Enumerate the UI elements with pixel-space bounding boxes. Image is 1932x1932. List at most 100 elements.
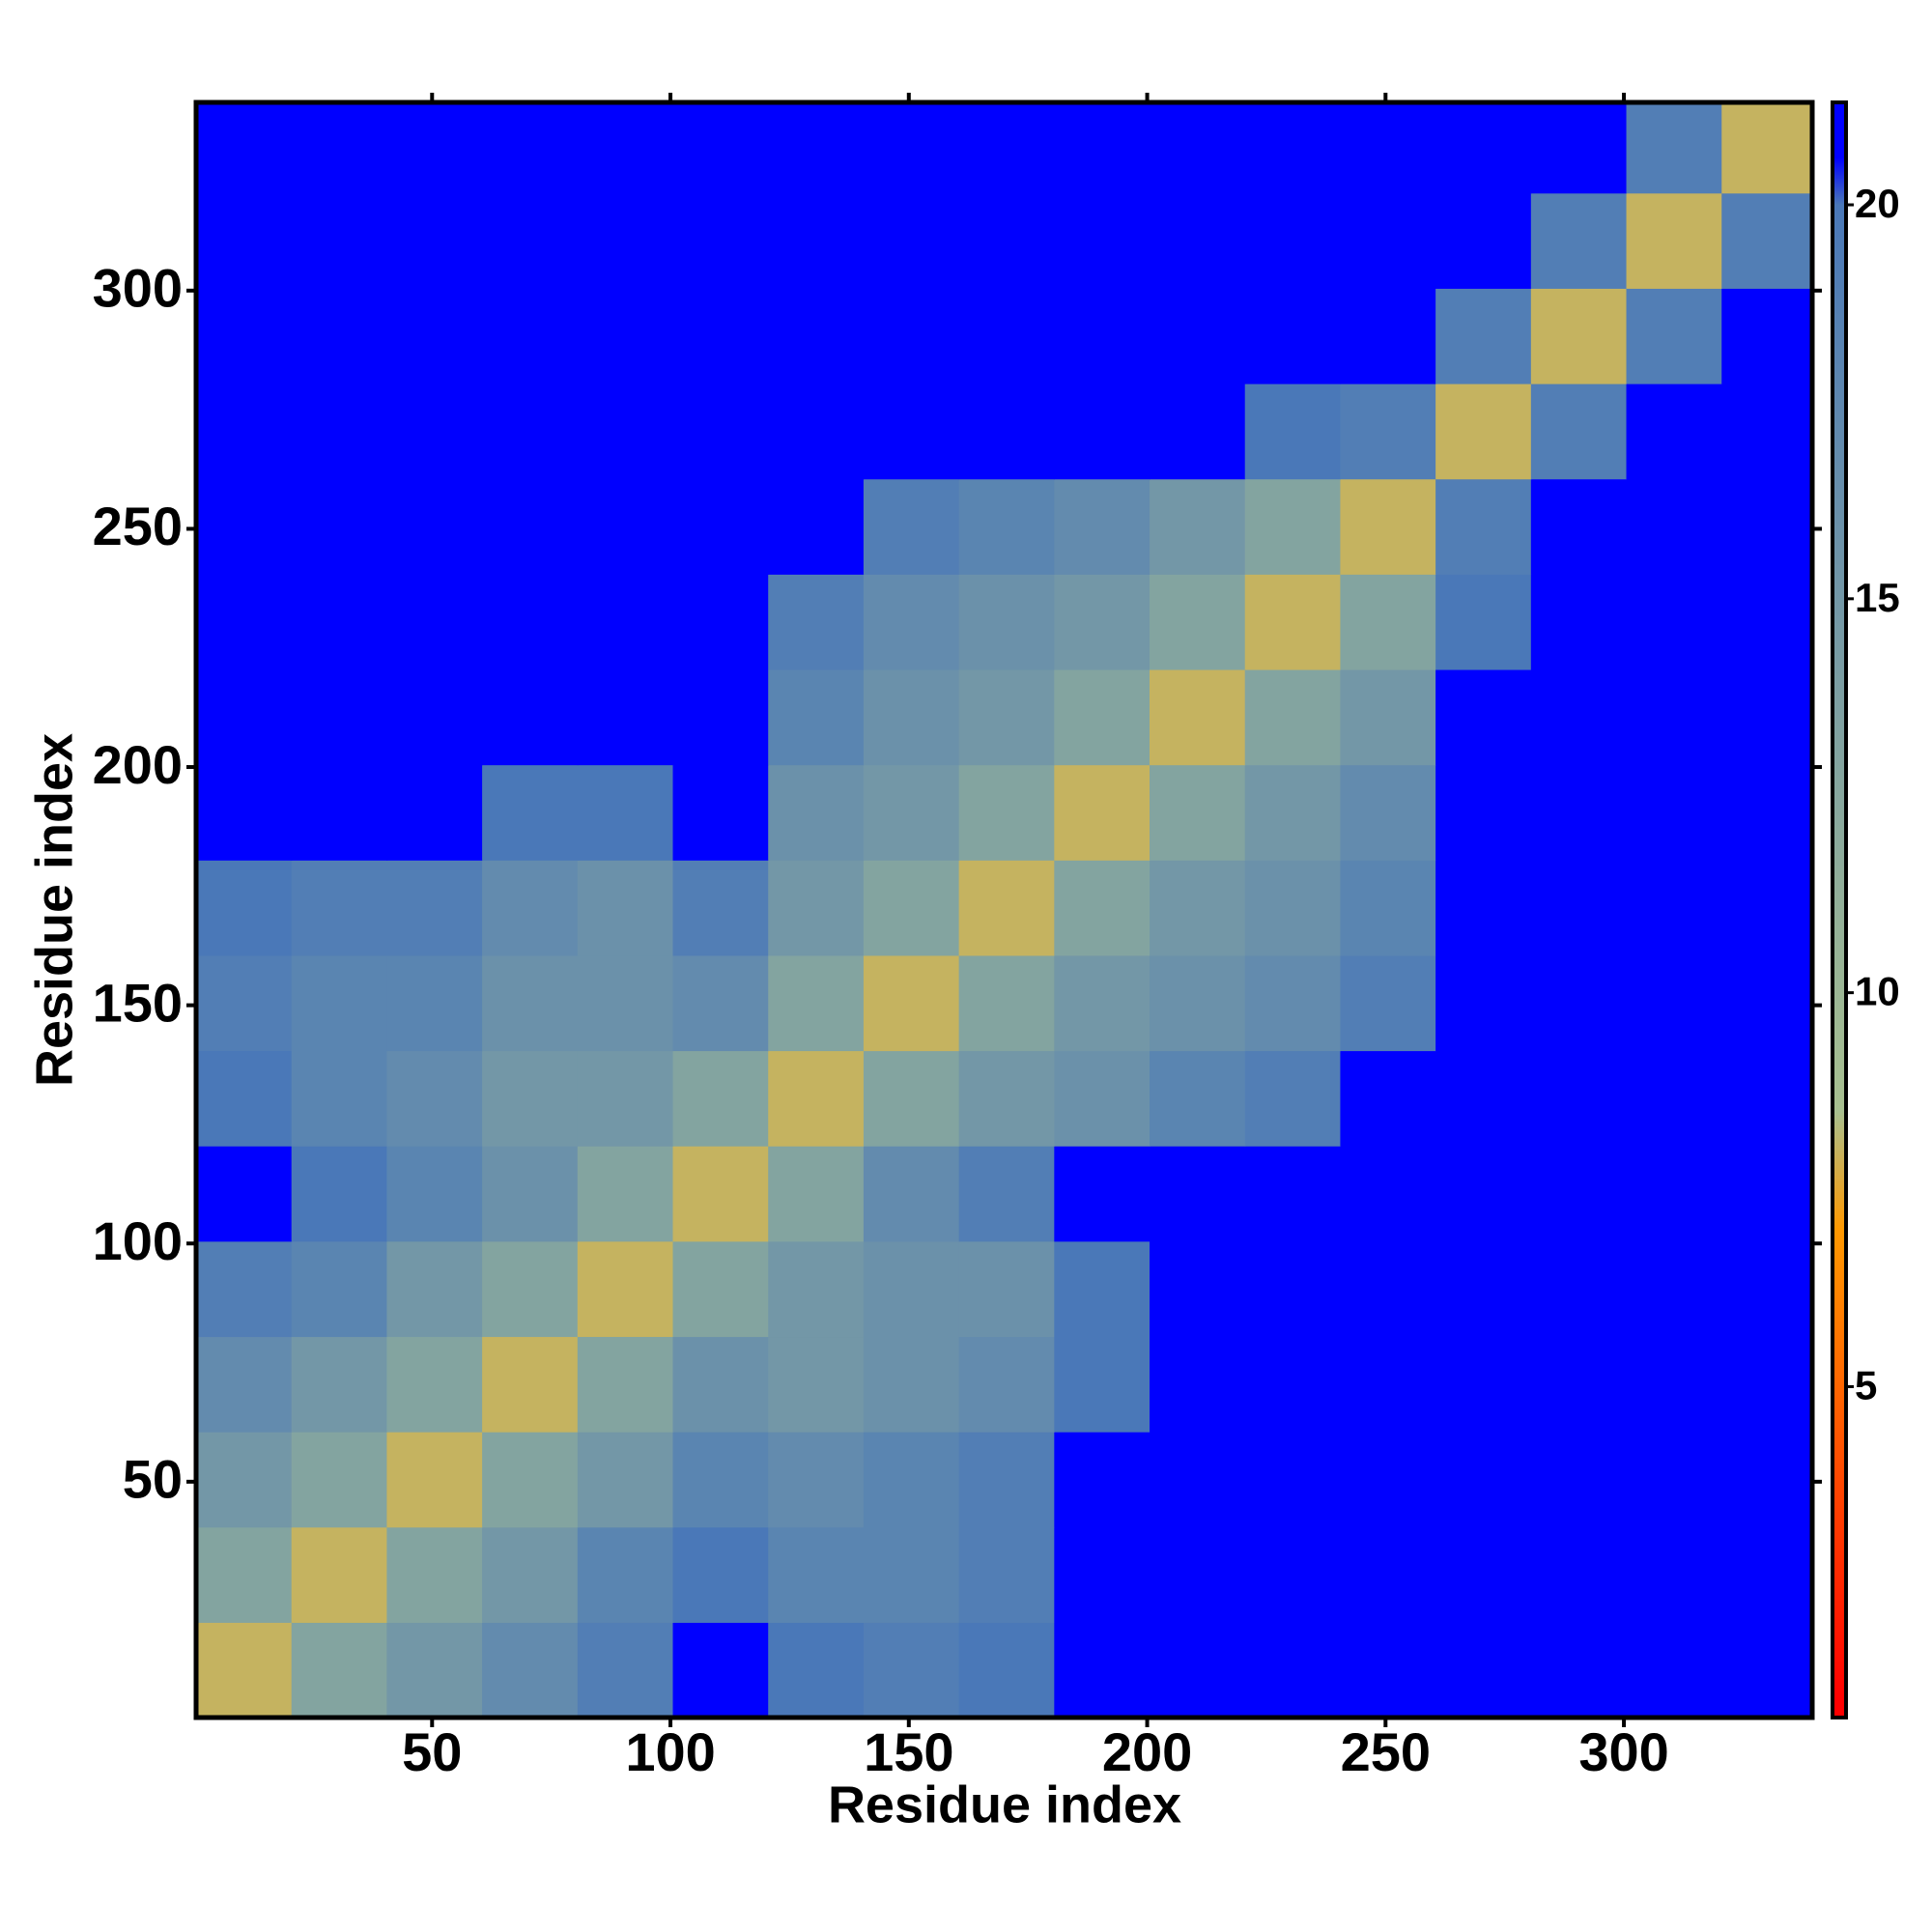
heatmap-cell	[958, 1622, 1055, 1719]
heatmap-cell	[1150, 1240, 1246, 1338]
heatmap-cell	[196, 1432, 293, 1528]
heatmap-cell	[291, 1432, 388, 1528]
heatmap-cell	[1530, 1432, 1628, 1528]
heatmap-cell	[958, 1526, 1055, 1623]
heatmap-cell	[1150, 192, 1246, 289]
heatmap-cell	[1340, 383, 1436, 480]
heatmap-cell	[1244, 1146, 1342, 1242]
heatmap-cell	[291, 288, 388, 384]
heatmap-cell	[1150, 764, 1246, 861]
heatmap-cell	[1435, 1240, 1532, 1338]
y-tick-label: 150	[93, 972, 183, 1033]
heatmap-cell	[1054, 764, 1151, 861]
heatmap-cell	[863, 383, 960, 480]
plot-frame	[193, 99, 1815, 1720]
heatmap-cell	[1626, 1526, 1722, 1623]
heatmap-cell	[386, 192, 483, 289]
heatmap-cell	[1721, 954, 1813, 1052]
x-tick-label: 200	[1102, 1721, 1192, 1782]
heatmap-cell	[1340, 478, 1436, 575]
heatmap-cell	[1244, 860, 1342, 956]
heatmap-cell	[577, 478, 674, 575]
heatmap-cell	[768, 1146, 865, 1242]
heatmap-cell	[1626, 1432, 1722, 1528]
heatmap-cell	[291, 1146, 388, 1242]
heatmap-cell	[863, 1050, 960, 1147]
heatmap-cell	[863, 192, 960, 289]
heatmap-cell	[672, 478, 769, 575]
heatmap-cell	[958, 1240, 1055, 1338]
colorbar	[1831, 100, 1848, 1719]
heatmap-cell	[1150, 478, 1246, 575]
x-tick-label: 300	[1578, 1721, 1668, 1782]
heatmap-cell	[1626, 1336, 1722, 1433]
heatmap-cell	[768, 383, 865, 480]
heatmap-cell	[863, 860, 960, 956]
heatmap-cell	[1340, 668, 1436, 766]
heatmap-cell	[1626, 1240, 1722, 1338]
heatmap-cell	[768, 288, 865, 384]
heatmap-cell	[863, 574, 960, 670]
heatmap-cell	[482, 192, 579, 289]
heatmap-cell	[672, 192, 769, 289]
heatmap-cell	[672, 1146, 769, 1242]
heatmap-cell	[482, 860, 579, 956]
heatmap-cell	[768, 574, 865, 670]
heatmap-cell	[1435, 1526, 1532, 1623]
heatmap-cell	[577, 192, 674, 289]
heatmap-cell	[482, 954, 579, 1052]
heatmap-cell	[386, 383, 483, 480]
heatmap-cell	[1054, 1526, 1151, 1623]
heatmap-cell	[1435, 1622, 1532, 1719]
colorbar-tick-label: 20	[1855, 181, 1900, 226]
heatmap-cell	[1150, 1050, 1246, 1147]
heatmap-cell	[1054, 1432, 1151, 1528]
heatmap-cell	[291, 764, 388, 861]
heatmap-cell	[1530, 192, 1628, 289]
heatmap-cell	[1244, 764, 1342, 861]
heatmap-cell	[386, 1432, 483, 1528]
heatmap-cell	[1626, 954, 1722, 1052]
heatmap-cell	[1721, 1336, 1813, 1433]
heatmap-cell	[1244, 1432, 1342, 1528]
heatmap-cell	[768, 668, 865, 766]
heatmap-cell	[386, 1622, 483, 1719]
heatmap-cell	[672, 1050, 769, 1147]
heatmap-cell	[1244, 1336, 1342, 1433]
heatmap-cell	[196, 102, 293, 194]
heatmap-cell	[291, 478, 388, 575]
heatmap-cell	[863, 288, 960, 384]
heatmap-cell	[386, 574, 483, 670]
heatmap-cell	[768, 954, 865, 1052]
heatmap-cell	[1340, 1050, 1436, 1147]
heatmap-cell	[1626, 1050, 1722, 1147]
heatmap-cell	[1150, 1432, 1246, 1528]
heatmap-cell	[291, 860, 388, 956]
heatmap-cell	[1340, 288, 1436, 384]
y-tick-label: 100	[93, 1210, 183, 1271]
heatmap-cell	[1340, 764, 1436, 861]
heatmap-cell	[1244, 192, 1342, 289]
x-tick-label: 100	[625, 1721, 715, 1782]
heatmap-cell	[1626, 860, 1722, 956]
x-tick-label: 50	[402, 1721, 462, 1782]
heatmap-cell	[1054, 288, 1151, 384]
heatmap-cell	[1150, 288, 1246, 384]
heatmap-cell	[1054, 668, 1151, 766]
heatmap-cell	[958, 860, 1055, 956]
heatmap-cell	[196, 1050, 293, 1147]
heatmap-cell	[1340, 1432, 1436, 1528]
heatmap-cell	[196, 192, 293, 289]
heatmap-cell	[577, 668, 674, 766]
heatmap-cell	[291, 192, 388, 289]
heatmap-cell	[1054, 574, 1151, 670]
heatmap-cell	[1340, 1622, 1436, 1719]
heatmap-cell	[958, 954, 1055, 1052]
heatmap-cell	[291, 1526, 388, 1623]
heatmap-cell	[1721, 1240, 1813, 1338]
heatmap-cell	[1435, 478, 1532, 575]
heatmap-cell	[863, 102, 960, 194]
heatmap-cell	[958, 1146, 1055, 1242]
heatmap-cell	[958, 478, 1055, 575]
heatmap-cell	[768, 478, 865, 575]
